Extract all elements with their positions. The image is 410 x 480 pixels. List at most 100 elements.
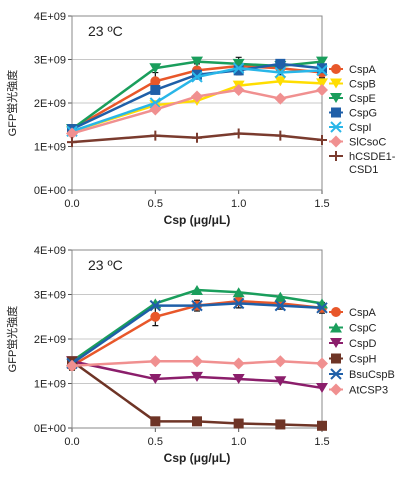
legend-item: hCSDE1-CSD1 [329,151,396,176]
series-5 [66,355,328,372]
x-tick-label: 1.0 [231,198,246,210]
data-point [232,58,245,69]
y-tick-label: 4E+09 [34,11,66,23]
temperature-annotation: 23 ºC [88,257,123,273]
data-point [274,76,287,87]
data-point [67,137,77,148]
legend-item: CspD [329,338,377,350]
legend-marker [330,322,342,333]
series-1 [66,285,328,367]
chart-panel-top: 0E+00 1E+09 2E+09 3E+09 4E+09 0.0 0.5 1.0 1.5 Csp… [5,11,396,227]
data-point [149,97,162,109]
series-line [71,66,323,133]
data-point [233,418,244,429]
y-tick-label: 2E+09 [34,98,66,110]
legend-label: CSD1 [349,164,378,176]
data-point [316,357,328,370]
data-point [192,132,202,143]
data-point [191,355,203,368]
legend-item: CspA [329,307,377,319]
legend-label: CspE [349,93,376,105]
x-tick-label: 0.5 [148,436,163,448]
data-point [274,291,287,302]
legend-item: CspI [329,121,372,134]
legend-marker [331,64,341,74]
legend-marker [330,93,342,103]
data-point [149,103,162,116]
data-point [150,130,161,141]
legend-item: BsuCspB [329,368,395,381]
series-line [71,360,323,390]
data-point [233,128,244,139]
data-point [232,62,245,74]
legend-marker [330,78,342,89]
y-tick-label: 1E+09 [34,142,66,154]
data-point [191,56,203,67]
data-point [274,376,287,387]
series-6 [67,128,327,148]
legend-item: CspG [329,107,377,120]
legend-item: CspH [329,353,377,366]
series-line [71,359,323,367]
legend-label: CspG [349,108,377,120]
data-point [191,371,203,382]
y-tick-label: 0E+00 [34,423,66,435]
legend-item: CspA [329,64,377,76]
data-point [274,92,287,105]
data-point [233,65,244,76]
y-axis-title: GFP蛍光強度 [5,70,19,137]
legend-label: CspH [349,354,377,366]
data-point [316,78,328,89]
series-line [71,132,323,144]
data-point [191,71,203,83]
data-point [149,355,162,368]
legend-item: CspC [329,322,377,335]
data-point [149,63,162,74]
x-axis-title: Csp (μg/μL) [164,213,231,227]
data-point [316,64,328,77]
data-point [316,83,328,96]
data-point [66,127,78,140]
legend-marker [331,353,341,364]
legend-marker [330,121,342,133]
data-point [191,299,203,312]
data-point [232,83,245,96]
legend-label: CspC [349,323,377,335]
plot-area [71,15,323,191]
data-point [275,58,286,69]
series-line [71,64,323,131]
legend-label: SlCsoC [349,137,386,149]
series-line [71,302,323,365]
legend-marker [331,307,341,317]
legend-marker [331,107,341,118]
data-point [316,56,328,67]
legend-label: CspB [349,79,376,91]
data-point [317,63,327,74]
legend-marker [330,135,342,148]
x-tick-label: 0.5 [148,198,163,210]
legend-label: CspI [349,122,372,134]
x-tick-label: 1.5 [314,198,329,210]
legend-label: BsuCspB [349,369,395,381]
series-5 [66,83,328,140]
data-point [191,285,203,296]
data-point [316,302,328,314]
data-point [150,84,161,95]
y-tick-label: 1E+09 [34,379,66,391]
legend-marker [330,383,342,396]
data-point [275,130,286,141]
data-point [274,299,287,312]
data-point [232,357,245,370]
data-point [274,355,287,368]
legend-label: AtCSP3 [349,385,388,397]
data-point [150,76,161,87]
legend-label: CspD [349,338,377,350]
legend-marker [330,338,342,348]
legend-item: SlCsoC [329,135,386,149]
x-tick-label: 0.0 [64,436,79,448]
data-point [275,419,286,430]
x-tick-label: 1.0 [231,436,246,448]
data-point [317,420,327,431]
data-point [232,287,245,298]
data-point [317,134,327,145]
